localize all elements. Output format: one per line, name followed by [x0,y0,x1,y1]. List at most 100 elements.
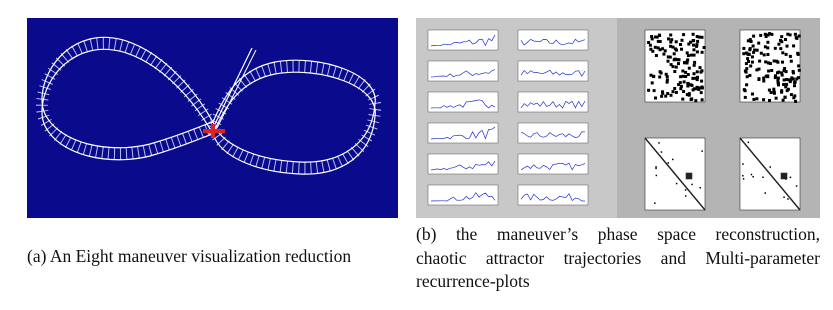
recurrence-dot [776,76,780,80]
recurrence-dot [680,38,684,42]
recurrence-dot [692,72,696,76]
recurrence-dot [695,44,699,48]
recurrence-dot [648,43,652,47]
recurrence-dot [658,142,660,144]
recurrence-dot [769,91,773,94]
mini-trace [430,69,496,78]
recurrence-dot [782,69,786,73]
caption-line: chaotic attractor trajectories and Multi… [416,247,820,268]
recurrence-dot [671,65,675,69]
recurrence-dot [675,182,678,185]
recurrence-dot [750,55,754,59]
mini-trace [520,162,586,171]
recurrence-dot [791,77,795,81]
recurrence-dot [789,93,793,97]
recurrence-dot [673,70,677,73]
recurrence-dot [661,90,664,94]
recurrence-dot [654,202,656,204]
recurrence-dot [784,52,788,56]
recurrence-dot [762,76,766,80]
recurrence-dot [774,75,777,79]
recurrence-dot [749,64,753,68]
recurrence-dot [772,90,776,94]
recurrence-dot [680,47,683,51]
recurrence-dot [751,44,755,48]
recurrence-dot [665,75,669,79]
recurrence-dot [780,73,784,77]
recurrence-dot [742,88,746,92]
recurrence-dot [742,52,746,56]
recurrence-dot [694,76,698,80]
recurrence-dot [655,174,658,177]
mini-trace [520,131,586,138]
recurrence-dot [786,87,790,91]
recurrence-dot [750,173,753,176]
recurrence-dot [669,93,673,97]
recurrence-dot [674,65,678,69]
recurrence-dot [666,59,670,63]
recurrence-dot [649,47,653,51]
recurrence-dot [762,176,764,178]
recurrence-dot [795,77,799,81]
recurrence-dot [674,40,678,44]
recurrence-dot [679,87,683,91]
recurrence-dot [750,60,754,64]
recurrence-dot [695,87,699,91]
recurrence-dot [696,75,699,79]
recurrence-dot [785,178,787,180]
recurrence-dot [691,76,695,80]
sim-panel [27,18,398,218]
recurrence-dot [687,66,691,70]
recurrence-dot [690,53,693,57]
recurrence-dot [681,97,685,101]
recurrence-dot [783,67,787,70]
recurrence-dot [768,32,772,36]
recurrence-dot [685,51,689,55]
mini-trace [520,193,585,202]
recurrence-dot [669,40,673,44]
recurrence-dot [695,70,699,74]
recurrence-dot [767,61,770,65]
recurrence-dot [658,48,662,52]
recurrence-dot [658,70,662,74]
recurrence-dot [792,44,796,48]
recurrence-dot [745,83,749,87]
recurrence-dot [749,40,753,43]
recurrence-dot [742,178,745,180]
recurrence-dot [682,90,686,93]
recurrence-dot [655,166,657,168]
recurrence-dot [748,38,752,42]
mini-trace [430,126,496,140]
recurrence-dot [675,48,678,52]
recurrence-dot [669,44,673,48]
recurrence-dot [674,90,678,94]
recurrence-dot [755,97,759,101]
recurrence-dot [660,151,663,153]
recurrence-dot [797,68,801,72]
recurrence-dot [653,45,657,49]
recurrence-dot [742,175,744,177]
recurrence-dot [764,60,768,64]
recurrence-dot [782,78,786,82]
recurrence-dot [699,70,703,74]
recurrence-dot [775,59,779,63]
recurrence-dot [762,79,766,83]
recurrence-dot [691,88,695,92]
small-plots [427,29,589,206]
recurrence-dot [796,76,800,80]
recurrence-dot [656,39,660,43]
recurrence-dot [689,98,693,101]
recurrence-dot [692,43,695,47]
recurrence-dot [656,46,660,50]
mini-trace [520,100,586,109]
recurrence-dot [777,83,780,87]
recurrence-dot [797,64,801,68]
recurrence-dot [666,92,670,95]
recurrence-dot [748,73,752,77]
mini-plot [427,91,499,113]
mini-plot [517,60,589,82]
recurrence-dot [785,78,789,81]
recurrence-dot [755,68,759,72]
recurrence-dot [788,80,792,84]
recurrence-dot [695,35,699,38]
